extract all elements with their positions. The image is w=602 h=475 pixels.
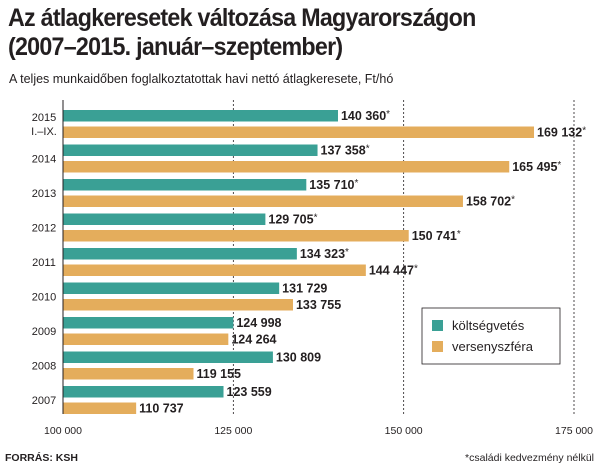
bar-koltsegvetes [63, 386, 224, 398]
data-label: 124 998 [236, 316, 281, 330]
data-label: 124 264 [231, 333, 276, 347]
bar-versenyszfera [63, 126, 535, 138]
bar-koltsegvetes [63, 317, 234, 329]
data-label: 135 710* [309, 178, 358, 192]
category-label: 2010 [32, 292, 56, 304]
title-line-2: (2007–2015. január–szeptember) [8, 33, 343, 61]
bar-versenyszfera [63, 368, 194, 380]
data-label: 119 155 [197, 367, 242, 381]
footnote: *családi kedvezmény nélkül [465, 452, 594, 464]
legend-label: költségvetés [452, 318, 525, 333]
chart-title: Az átlagkeresetek változása Magyarország… [8, 4, 557, 62]
bar-versenyszfera [63, 333, 229, 345]
bar-koltsegvetes [63, 110, 338, 122]
x-tick-label: 100 000 [44, 425, 82, 437]
data-label: 134 323* [300, 247, 349, 261]
legend-swatch [432, 320, 443, 331]
data-label: 150 741* [412, 229, 461, 243]
category-label: 2015 [32, 112, 56, 124]
legend-box [421, 307, 561, 365]
category-label: 2009 [32, 326, 56, 338]
data-label: 140 360* [341, 109, 390, 123]
title-line-1: Az átlagkeresetek változása Magyarország… [8, 4, 476, 32]
bar-koltsegvetes [63, 179, 307, 191]
bar-versenyszfera [63, 299, 293, 311]
source-label: FORRÁS: KSH [5, 452, 78, 464]
category-label: 2008 [32, 361, 56, 373]
legend-swatch [432, 341, 443, 352]
bar-koltsegvetes [63, 213, 266, 225]
category-label: 2013 [32, 188, 56, 200]
data-label: 165 495* [512, 160, 561, 174]
category-label: 2012 [32, 223, 56, 235]
data-label: 110 737 [139, 402, 184, 416]
data-label: 129 705* [268, 213, 317, 227]
x-tick-label: 125 000 [214, 425, 252, 437]
legend-label: versenyszféra [452, 339, 534, 354]
category-label: 2011 [32, 257, 56, 269]
bar-versenyszfera [63, 161, 510, 173]
category-label: 2007 [32, 395, 56, 407]
x-tick-label: 175 000 [555, 425, 593, 437]
data-label: 144 447* [369, 264, 418, 278]
bar-versenyszfera [63, 402, 137, 414]
bar-versenyszfera [63, 195, 463, 207]
x-tick-label: 150 000 [385, 425, 423, 437]
bar-versenyszfera [63, 264, 366, 276]
data-label: 158 702* [466, 195, 515, 209]
data-label: 131 729 [282, 282, 327, 296]
chart-subtitle: A teljes munkaidőben foglalkoztatottak h… [9, 72, 394, 86]
bar-koltsegvetes [63, 248, 297, 260]
data-label: 137 358* [321, 144, 370, 158]
data-label: 123 559 [227, 385, 272, 399]
data-label: 169 132* [537, 126, 586, 140]
data-label: 130 809 [276, 351, 321, 365]
category-label: 2014 [32, 154, 56, 166]
bar-koltsegvetes [63, 282, 280, 294]
category-label: I.–IX. [31, 126, 57, 138]
bar-koltsegvetes [63, 351, 273, 363]
data-label: 133 755 [296, 298, 341, 312]
bar-koltsegvetes [63, 144, 318, 156]
bar-versenyszfera [63, 230, 409, 242]
